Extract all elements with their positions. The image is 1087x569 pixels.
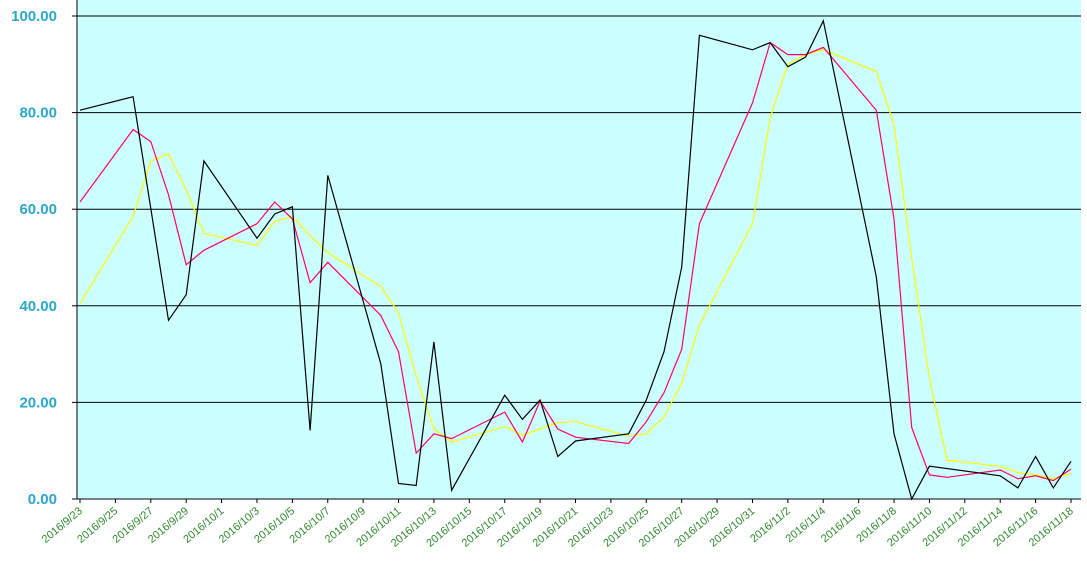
y-tick-label: 40.00 [19,298,57,315]
y-tick-label: 60.00 [19,201,57,218]
y-tick-label: 100.00 [11,8,57,25]
y-tick-label: 80.00 [19,105,57,122]
x-axis-ticks: 2016/9/232016/9/252016/9/272016/9/292016… [40,499,1076,550]
series-line-1 [79,18,1072,501]
y-tick-label: 20.00 [19,394,57,411]
series-line-3 [79,49,1072,480]
gridlines [77,15,1081,403]
series-layer [79,18,1072,501]
series-line-2 [79,41,1072,482]
y-axis-ticks: 0.00 20.00 40.00 60.00 80.00 100.00 [11,8,77,508]
plot-area [77,0,1081,499]
y-tick-label: 0.00 [28,491,57,508]
